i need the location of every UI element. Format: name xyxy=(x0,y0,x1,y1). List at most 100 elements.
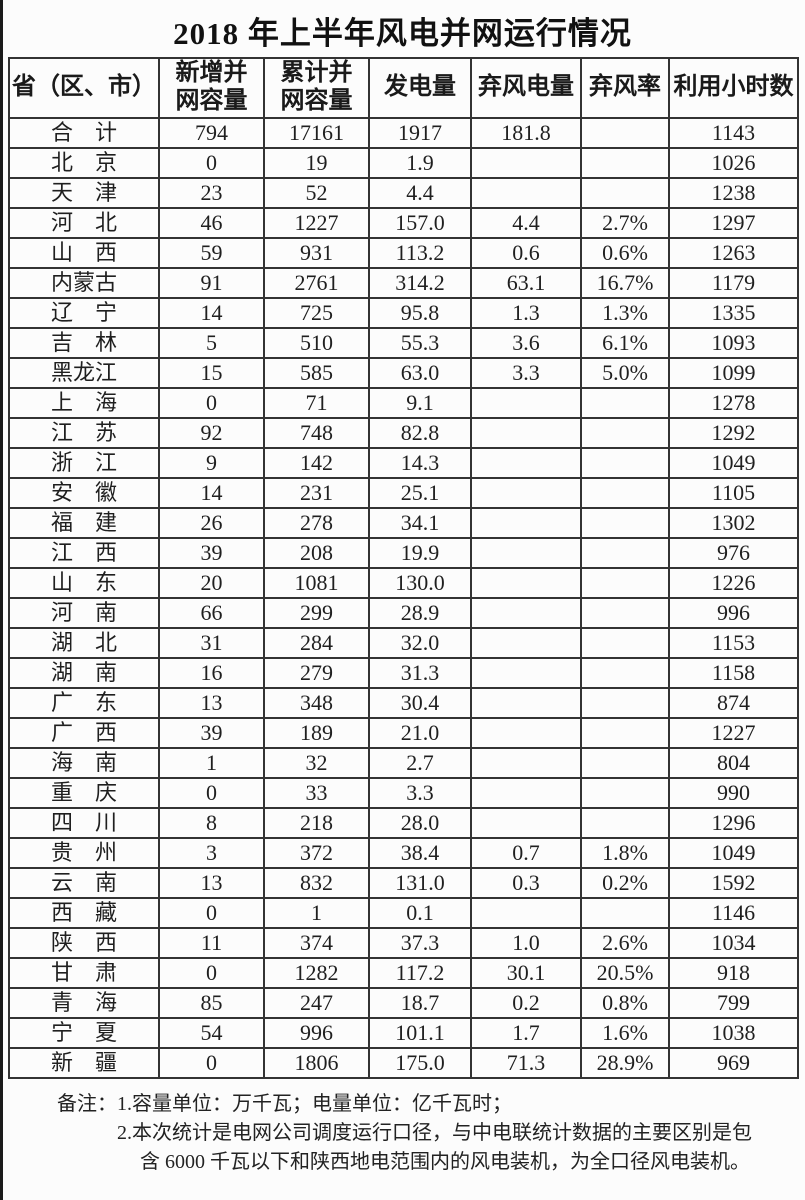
footnote-item-2: 2.本次统计是电网公司调度运行口径，与中电联统计数据的主要区别是包含 6000 … xyxy=(117,1122,752,1173)
value-cell xyxy=(470,687,582,719)
value-cell: 1806 xyxy=(263,1047,370,1079)
value-cell: 117.2 xyxy=(368,957,472,989)
value-cell: 0 xyxy=(158,147,265,179)
value-cell: 1227 xyxy=(668,717,799,749)
footnote-items: 1.容量单位：万千瓦；电量单位：亿千瓦时； 2.本次统计是电网公司调度运行口径，… xyxy=(117,1090,767,1177)
col-header-utilization-hours: 利用小时数 xyxy=(668,57,799,119)
value-cell: 1917 xyxy=(368,117,472,149)
province-cell: 河 北 xyxy=(8,207,160,239)
value-cell: 142 xyxy=(263,447,370,479)
value-cell xyxy=(470,747,582,779)
table-row: 合 计 794 17161 1917 181.8 1143 xyxy=(8,117,799,149)
value-cell: 1226 xyxy=(668,567,799,599)
value-cell: 1049 xyxy=(668,837,799,869)
table-row: 江 西 39 208 19.9 976 xyxy=(8,537,799,569)
value-cell: 28.0 xyxy=(368,807,472,839)
value-cell: 66 xyxy=(158,597,265,629)
value-cell: 14.3 xyxy=(368,447,472,479)
table-row: 黑龙江 15 585 63.0 3.3 5.0% 1099 xyxy=(8,357,799,389)
value-cell: 14 xyxy=(158,297,265,329)
value-cell: 990 xyxy=(668,777,799,809)
value-cell: 157.0 xyxy=(368,207,472,239)
value-cell xyxy=(580,897,670,929)
value-cell: 0 xyxy=(158,957,265,989)
value-cell xyxy=(470,507,582,539)
value-cell: 92 xyxy=(158,417,265,449)
province-cell: 河 南 xyxy=(8,597,160,629)
province-cell: 吉 林 xyxy=(8,327,160,359)
value-cell: 1099 xyxy=(668,357,799,389)
value-cell: 231 xyxy=(263,477,370,509)
value-cell: 374 xyxy=(263,927,370,959)
value-cell: 82.8 xyxy=(368,417,472,449)
value-cell: 63.1 xyxy=(470,267,582,299)
table-row: 河 北 46 1227 157.0 4.4 2.7% 1297 xyxy=(8,207,799,239)
value-cell: 278 xyxy=(263,507,370,539)
value-cell xyxy=(580,597,670,629)
value-cell: 39 xyxy=(158,537,265,569)
value-cell: 918 xyxy=(668,957,799,989)
value-cell: 131.0 xyxy=(368,867,472,899)
value-cell: 1 xyxy=(263,897,370,929)
value-cell: 54 xyxy=(158,1017,265,1049)
value-cell: 3.3 xyxy=(470,357,582,389)
value-cell: 1143 xyxy=(668,117,799,149)
value-cell xyxy=(470,147,582,179)
value-cell xyxy=(580,507,670,539)
province-cell: 陕 西 xyxy=(8,927,160,959)
value-cell: 725 xyxy=(263,297,370,329)
value-cell: 0.7 xyxy=(470,837,582,869)
table-row: 上 海 0 71 9.1 1278 xyxy=(8,387,799,419)
value-cell xyxy=(580,387,670,419)
value-cell: 33 xyxy=(263,777,370,809)
page-title: 2018 年上半年风电并网运行情况 xyxy=(173,16,632,51)
value-cell: 976 xyxy=(668,537,799,569)
value-cell: 46 xyxy=(158,207,265,239)
province-cell: 福 建 xyxy=(8,507,160,539)
province-cell: 天 津 xyxy=(8,177,160,209)
value-cell: 874 xyxy=(668,687,799,719)
province-cell: 北 京 xyxy=(8,147,160,179)
value-cell: 585 xyxy=(263,357,370,389)
value-cell: 2.6% xyxy=(580,927,670,959)
value-cell: 794 xyxy=(158,117,265,149)
table-row: 贵 州 3 372 38.4 0.7 1.8% 1049 xyxy=(8,837,799,869)
province-cell: 贵 州 xyxy=(8,837,160,869)
value-cell: 13 xyxy=(158,687,265,719)
value-cell: 996 xyxy=(668,597,799,629)
value-cell: 996 xyxy=(263,1017,370,1049)
value-cell: 2.7% xyxy=(580,207,670,239)
value-cell: 0 xyxy=(158,777,265,809)
value-cell: 30.1 xyxy=(470,957,582,989)
value-cell: 1.6% xyxy=(580,1017,670,1049)
value-cell: 16 xyxy=(158,657,265,689)
value-cell: 32 xyxy=(263,747,370,779)
value-cell: 0.3 xyxy=(470,867,582,899)
value-cell xyxy=(470,417,582,449)
value-cell xyxy=(580,747,670,779)
value-cell: 1.7 xyxy=(470,1017,582,1049)
value-cell xyxy=(580,537,670,569)
table-body: 合 计 794 17161 1917 181.8 1143 北 京 0 19 1.9 1026 天 津… xyxy=(8,117,799,1079)
value-cell: 5 xyxy=(158,327,265,359)
col-header-cumulative-capacity: 累计并 网容量 xyxy=(263,57,370,119)
value-cell: 15 xyxy=(158,357,265,389)
value-cell: 208 xyxy=(263,537,370,569)
table-row: 江 苏 92 748 82.8 1292 xyxy=(8,417,799,449)
value-cell: 1.9 xyxy=(368,147,472,179)
table-row: 青 海 85 247 18.7 0.2 0.8% 799 xyxy=(8,987,799,1019)
value-cell: 130.0 xyxy=(368,567,472,599)
province-cell: 黑龙江 xyxy=(8,357,160,389)
table-row: 四 川 8 218 28.0 1296 xyxy=(8,807,799,839)
value-cell: 1 xyxy=(158,747,265,779)
value-cell: 832 xyxy=(263,867,370,899)
value-cell: 2.7 xyxy=(368,747,472,779)
province-cell: 重 庆 xyxy=(8,777,160,809)
value-cell: 1153 xyxy=(668,627,799,659)
value-cell: 1227 xyxy=(263,207,370,239)
table-row: 西 藏 0 1 0.1 1146 xyxy=(8,897,799,929)
table-row: 新 疆 0 1806 175.0 71.3 28.9% 969 xyxy=(8,1047,799,1079)
value-cell: 52 xyxy=(263,177,370,209)
value-cell xyxy=(580,717,670,749)
value-cell: 0.2 xyxy=(470,987,582,1019)
